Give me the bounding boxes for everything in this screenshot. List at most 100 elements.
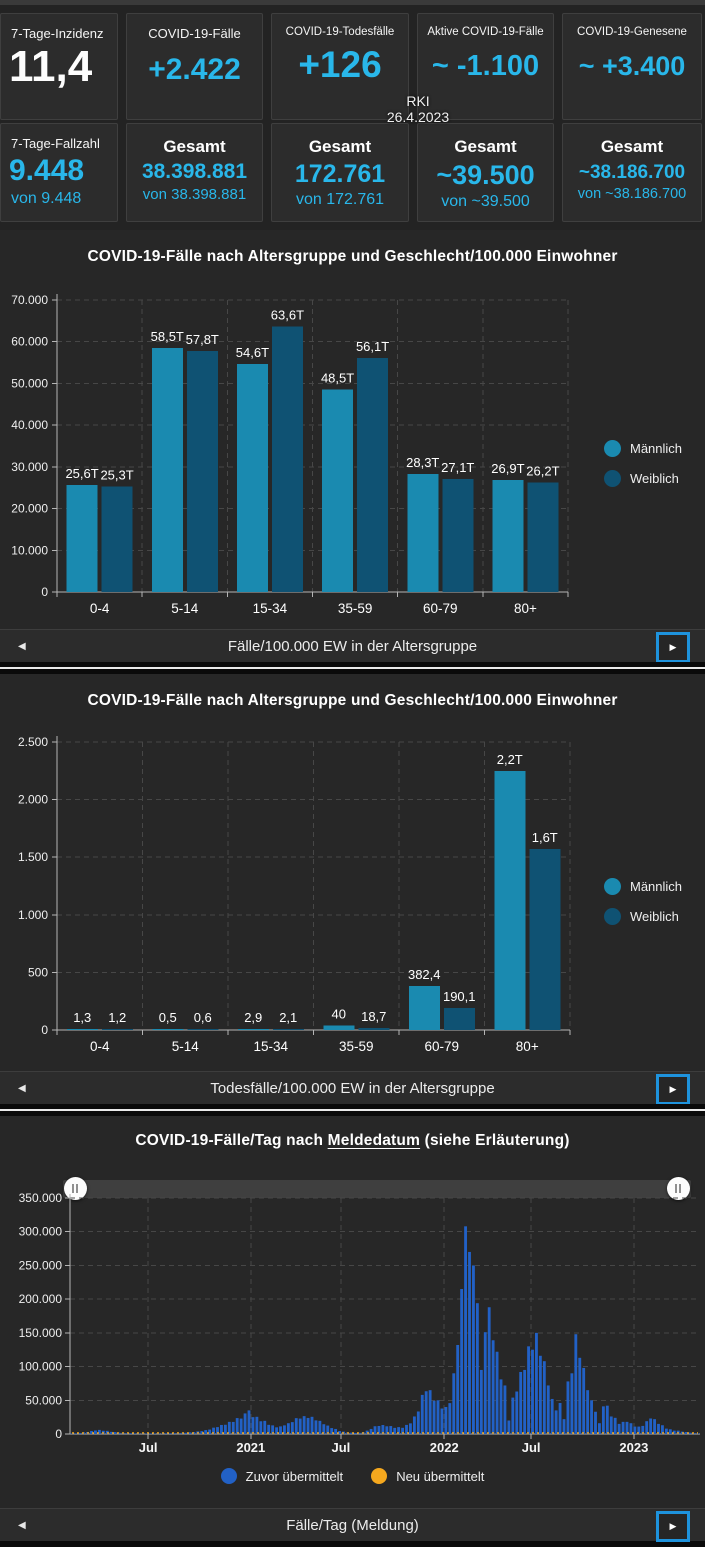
- svg-text:60-79: 60-79: [423, 601, 458, 616]
- svg-text:0: 0: [41, 1023, 48, 1037]
- section-separator: [0, 662, 705, 674]
- svg-text:35-59: 35-59: [338, 601, 373, 616]
- kpi-card-label: 7-Tage-Fallzahl: [11, 136, 100, 151]
- bar-0-4-weiblich[interactable]: [101, 1029, 133, 1030]
- legend-label: Männlich: [630, 441, 683, 456]
- svg-text:80+: 80+: [514, 601, 537, 616]
- kpi-card-label: 7-Tage-Inzidenz: [11, 26, 104, 41]
- range-handle-right[interactable]: [667, 1177, 690, 1200]
- bar-80+-männlich[interactable]: [492, 479, 524, 592]
- svg-text:60.000: 60.000: [11, 335, 48, 349]
- kpi-card-value: 9.448: [9, 154, 85, 187]
- chart-footer: ◀ Fälle/100.000 EW in der Altersgruppe ▶: [0, 629, 705, 663]
- kpi-card-aktive-covid-19-faelle: Aktive COVID-19-Fälle ~ -1.100: [417, 13, 554, 120]
- legend-item-weiblich: Weiblich: [604, 908, 682, 925]
- chart-title-cases-per-day: COVID-19-Fälle/Tag nach Meldedatum (sieh…: [135, 1132, 570, 1149]
- report-date-value: 26.4.2023: [386, 109, 450, 125]
- chart-legend: Männlich Weiblich: [604, 440, 682, 500]
- kpi-card-covid-19-genesene-gesamt: Gesamt ~38.186.700 von ~38.186.700: [562, 123, 702, 222]
- section-separator: [0, 1104, 705, 1116]
- legend-label: Männlich: [630, 879, 683, 894]
- svg-text:190,1: 190,1: [443, 989, 476, 1004]
- kpi-card-value: +2.422: [148, 53, 241, 86]
- bar-5-14-männlich[interactable]: [152, 1029, 184, 1030]
- kpi-card-value: ~38.186.700: [578, 162, 686, 183]
- bar-15-34-männlich[interactable]: [237, 1029, 269, 1030]
- svg-text:20.000: 20.000: [11, 502, 48, 516]
- svg-text:15-34: 15-34: [253, 1039, 288, 1054]
- report-date: RKI 26.4.2023: [352, 93, 484, 125]
- bar-80+-weiblich[interactable]: [529, 849, 561, 1030]
- svg-text:2022: 2022: [430, 1440, 459, 1455]
- kpi-card-label: Aktive COVID-19-Fälle: [427, 26, 544, 38]
- next-chart-button[interactable]: ▶: [656, 1074, 690, 1105]
- bar-0-4-männlich[interactable]: [66, 485, 98, 592]
- legend-dot-icon: [220, 1468, 237, 1484]
- kpi-section: 7-Tage-Inzidenz 11,4 COVID-19-Fälle +2.422 C…: [0, 5, 705, 230]
- legend-item-zuvor-bermittelt: Zuvor übermittelt: [220, 1468, 343, 1484]
- bar-5-14-männlich[interactable]: [151, 347, 183, 592]
- bar-0-4-weiblich[interactable]: [101, 486, 133, 592]
- legend-dot-icon: [604, 908, 621, 925]
- legend-dot-icon: [604, 440, 621, 457]
- svg-text:26,2T: 26,2T: [526, 464, 559, 479]
- bottom-strip: [0, 1541, 705, 1547]
- bar-15-34-weiblich[interactable]: [272, 1029, 304, 1030]
- svg-text:28,3T: 28,3T: [406, 455, 439, 470]
- kpi-card-label: COVID-19-Genesene: [577, 26, 687, 38]
- svg-text:35-59: 35-59: [339, 1039, 374, 1054]
- legend-item-neu-bermittelt: Neu übermittelt: [371, 1468, 484, 1484]
- bar-15-34-männlich[interactable]: [236, 364, 268, 592]
- bar-5-14-weiblich[interactable]: [186, 350, 218, 592]
- bar-80+-männlich[interactable]: [494, 770, 526, 1030]
- bar-5-14-weiblich[interactable]: [187, 1029, 219, 1030]
- svg-text:382,4: 382,4: [408, 967, 441, 982]
- svg-text:1,6T: 1,6T: [532, 830, 558, 845]
- cases-per-day-chart-section: COVID-19-Fälle/Tag nach Meldedatum (sieh…: [0, 1116, 705, 1542]
- bar-15-34-weiblich[interactable]: [271, 326, 303, 592]
- bar-35-59-männlich[interactable]: [322, 389, 354, 592]
- svg-text:2,9: 2,9: [244, 1010, 262, 1025]
- bar-60-79-weiblich[interactable]: [442, 478, 474, 592]
- next-chart-button[interactable]: ▶: [656, 1511, 690, 1542]
- bar-0-4-männlich[interactable]: [66, 1029, 98, 1030]
- kpi-card-value: 38.398.881: [141, 160, 248, 183]
- svg-text:2.000: 2.000: [18, 793, 48, 807]
- meldedatum-link[interactable]: Meldedatum: [327, 1132, 421, 1149]
- svg-text:58,5T: 58,5T: [151, 329, 184, 344]
- daily-case-bars[interactable]: [70, 1226, 700, 1434]
- kpi-card-subvalue: von ~38.186.700: [577, 186, 687, 202]
- chart-title-cases-by-age: COVID-19-Fälle nach Altersgruppe und Ges…: [87, 248, 618, 265]
- svg-text:0,5: 0,5: [159, 1010, 177, 1025]
- svg-text:25,3T: 25,3T: [100, 467, 133, 482]
- previous-chart-arrow-icon[interactable]: ◀: [18, 640, 26, 652]
- legend-item-weiblich: Weiblich: [604, 470, 682, 487]
- previous-chart-arrow-icon[interactable]: ◀: [18, 1519, 26, 1531]
- svg-text:0-4: 0-4: [90, 1039, 110, 1054]
- bar-60-79-männlich[interactable]: [407, 473, 439, 592]
- bar-35-59-weiblich[interactable]: [357, 357, 389, 592]
- kpi-grid: 7-Tage-Inzidenz 11,4 COVID-19-Fälle +2.422 C…: [0, 5, 705, 222]
- svg-text:5-14: 5-14: [171, 601, 199, 616]
- svg-text:2023: 2023: [619, 1440, 648, 1455]
- legend-dot-icon: [604, 878, 621, 895]
- svg-text:350.000: 350.000: [19, 1191, 63, 1205]
- svg-text:Jul: Jul: [332, 1440, 351, 1455]
- bar-60-79-männlich[interactable]: [408, 985, 440, 1030]
- chart-footer: ◀ Todesfälle/100.000 EW in der Altersgru…: [0, 1071, 705, 1105]
- bar-80+-weiblich[interactable]: [527, 482, 559, 592]
- bar-35-59-männlich[interactable]: [323, 1025, 355, 1030]
- kpi-card-aktive-covid-19-faelle-gesamt: Gesamt ~39.500 von ~39.500: [417, 123, 554, 222]
- legend-dot-icon: [604, 470, 621, 487]
- bar-35-59-weiblich[interactable]: [358, 1027, 390, 1030]
- next-arrow-icon: ▶: [669, 1521, 677, 1531]
- svg-text:1,2: 1,2: [108, 1010, 126, 1025]
- previous-chart-arrow-icon[interactable]: ◀: [18, 1082, 26, 1094]
- bar-60-79-weiblich[interactable]: [443, 1008, 475, 1030]
- svg-text:40: 40: [332, 1006, 346, 1021]
- legend-dot-icon: [371, 1468, 388, 1484]
- kpi-card-covid-19-todesfaelle: COVID-19-Todesfälle +126: [271, 13, 409, 120]
- next-chart-button[interactable]: ▶: [656, 632, 690, 663]
- kpi-card-7-tage-inzidenz: 7-Tage-Inzidenz 11,4: [0, 13, 118, 120]
